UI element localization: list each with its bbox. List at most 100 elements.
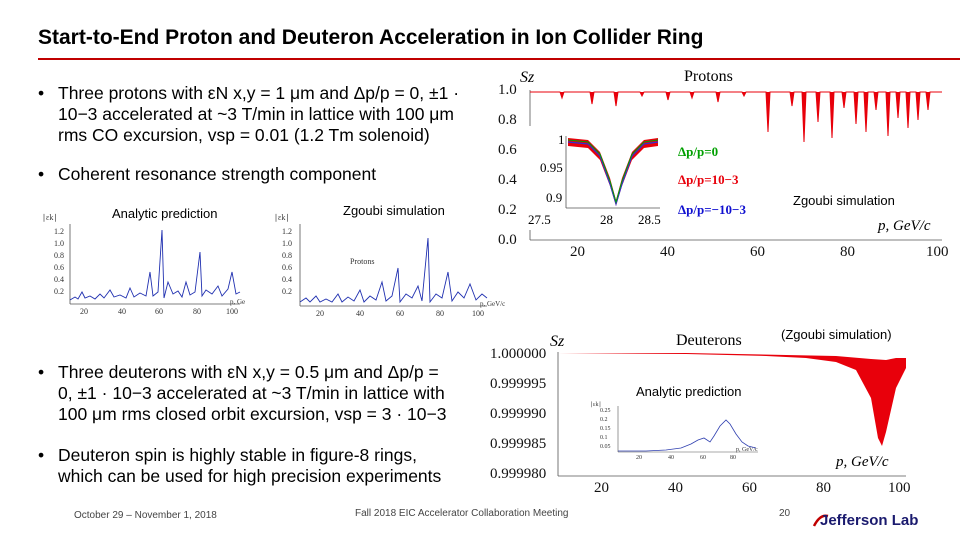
inset-legend-zero: Δp/p=0	[678, 144, 718, 159]
x-tick-label: 80	[730, 455, 736, 461]
x-tick-label: 40	[668, 455, 674, 461]
bullet-dot: •	[38, 164, 45, 184]
caption-zgoubi-right: Zgoubi simulation	[793, 193, 895, 208]
x-axis-label: p, GeV/c	[835, 454, 889, 470]
deuterons-sz-chart: Deuterons Sz 1.000000 0.999995 0.999990 …	[490, 332, 911, 496]
x-tick-label: 28.5	[638, 212, 661, 227]
y-tick-label: 0.6	[282, 263, 292, 272]
x-tick-label: 80	[436, 309, 444, 318]
caption-zgoubi-mid: Zgoubi simulation	[343, 203, 445, 218]
bullet-line: Three deuterons with εN x,y = 0.5 μm and…	[58, 362, 439, 382]
logo-swoosh-icon	[812, 514, 829, 527]
y-tick-label: 0.999985	[490, 436, 546, 452]
y-tick-label: 0.4	[282, 275, 292, 284]
x-axis-label: p, GeV/c	[480, 300, 505, 308]
y-tick-label: 0.6	[498, 142, 517, 158]
chart-unit-label: ∣εk∣	[274, 213, 289, 222]
x-tick-label: 28	[600, 212, 613, 227]
y-tick-label: 0.1	[600, 435, 608, 441]
x-tick-label: 60	[742, 480, 757, 496]
y-tick-label: 0.999995	[490, 376, 546, 392]
protons-inset-chart: 1 0.95 0.9 27.5 28 28.5 Δp/p=0 Δp/p=10−3…	[528, 126, 760, 230]
bullet-line: which can be used for high precision exp…	[58, 466, 442, 486]
chart-unit-label: ∣εk∣	[42, 213, 57, 222]
footer-date: October 29 – November 1, 2018	[74, 510, 217, 521]
y-tick-label: 1.0	[498, 82, 517, 98]
logo-text: Jefferson Lab	[820, 512, 919, 529]
bullet-line: 0, ±1 · 10−3 accelerated at ~3 T/min in …	[58, 383, 445, 403]
analytic-strength-line	[69, 229, 241, 301]
y-tick-label: 0.15	[600, 426, 611, 432]
y-tick-label: 0.0	[498, 232, 517, 248]
inset-line-blue	[567, 141, 659, 207]
y-tick-label: 1.2	[282, 227, 292, 236]
inset-legend-plus: Δp/p=10−3	[678, 172, 739, 187]
bullet-dot: •	[38, 445, 45, 465]
y-tick-label: 1.000000	[490, 346, 546, 362]
y-tick-label: 0.95	[540, 160, 563, 175]
x-tick-label: 40	[668, 480, 683, 496]
x-tick-label: 40	[356, 309, 364, 318]
deuterons-sz-band	[558, 353, 906, 446]
x-tick-label: 27.5	[528, 212, 551, 227]
y-tick-label: 0.25	[600, 408, 611, 414]
caption-zgoubi-paren: (Zgoubi simulation)	[781, 327, 892, 342]
y-tick-label: 1	[558, 132, 565, 147]
y-tick-label: 0.999990	[490, 406, 546, 422]
y-tick-label: 0.2	[600, 417, 608, 423]
footer-page-number: 20	[779, 508, 791, 519]
x-tick-label: 80	[840, 244, 855, 260]
x-tick-label: 100	[472, 309, 484, 318]
x-tick-label: 80	[816, 480, 831, 496]
chart-title-deuterons: Deuterons	[676, 332, 742, 349]
zgoubi-strength-line	[299, 237, 488, 304]
x-tick-label: 20	[594, 480, 609, 496]
analytic-resonance-chart: ∣εk∣ 1.2 1.0 0.8 0.6 0.4 0.2 20 40 60 80…	[42, 213, 245, 316]
x-tick-label: 60	[396, 309, 404, 318]
y-tick-label: 0.2	[282, 287, 292, 296]
y-tick-label: 0.9	[546, 190, 562, 205]
bullet-line: 10−3 accelerated at ~3 T/min in lattice …	[58, 104, 454, 124]
deuterons-inset-chart: ∣εk∣ 0.25 0.2 0.15 0.1 0.05 20 40 60 80 …	[586, 398, 766, 462]
y-tick-label: 0.2	[498, 202, 517, 218]
y-tick-label: 1.0	[282, 239, 292, 248]
y-tick-label: 0.2	[54, 287, 64, 296]
bullet-dot: •	[38, 362, 45, 382]
y-tick-label: 0.8	[498, 112, 517, 128]
bullet-line: Three protons with εN x,y = 1 μm and Δp/…	[58, 83, 460, 103]
x-axis-label: p, GeV/c	[877, 218, 931, 234]
x-tick-label: 20	[316, 309, 324, 318]
inset-band-red	[568, 138, 658, 206]
title-rule	[38, 58, 960, 60]
y-tick-label: 0.4	[54, 275, 64, 284]
y-tick-label: 0.8	[54, 251, 64, 260]
footer-meeting: Fall 2018 EIC Accelerator Collaboration …	[355, 508, 569, 519]
inset-background	[586, 398, 766, 462]
x-tick-label: 80	[193, 307, 201, 316]
bullet-deuterons: • Three deuterons with εN x,y = 0.5 μm a…	[38, 362, 498, 425]
y-tick-label: 1.0	[54, 239, 64, 248]
protons-sz-chart: Protons Sz 1.0 0.8 0.6 0.4 0.2 0.0 20 40…	[498, 68, 949, 260]
x-tick-label: 20	[80, 307, 88, 316]
y-tick-label: 0.8	[282, 251, 292, 260]
jefferson-lab-logo: Jefferson Lab	[812, 510, 932, 532]
y-tick-label: 0.4	[498, 172, 517, 188]
chart-unit-label: ∣εk∣	[590, 401, 602, 408]
bullet-protons: • Three protons with εN x,y = 1 μm and Δ…	[38, 83, 498, 146]
inset-legend-minus: Δp/p=−10−3	[678, 202, 746, 217]
x-tick-label: 100	[226, 307, 238, 316]
x-axis-label: p, GeV/c	[230, 298, 245, 306]
bullet-dot: •	[38, 83, 45, 103]
protons-sz-trace	[530, 91, 942, 143]
bullet-resonance: • Coherent resonance strength component	[38, 164, 498, 185]
x-tick-label: 40	[660, 244, 675, 260]
y-tick-label: 0.6	[54, 263, 64, 272]
bullet-stability: • Deuteron spin is highly stable in figu…	[38, 445, 498, 487]
x-tick-label: 60	[155, 307, 163, 316]
zgoubi-resonance-chart: ∣εk∣ 1.2 1.0 0.8 0.6 0.4 0.2 Protons 20 …	[274, 213, 505, 318]
x-axis-label: p, GeV/c	[736, 447, 758, 453]
y-tick-label: 0.05	[600, 444, 611, 450]
x-tick-label: 60	[750, 244, 765, 260]
x-tick-label: 40	[118, 307, 126, 316]
y-axis-label-sz: Sz	[550, 333, 565, 350]
